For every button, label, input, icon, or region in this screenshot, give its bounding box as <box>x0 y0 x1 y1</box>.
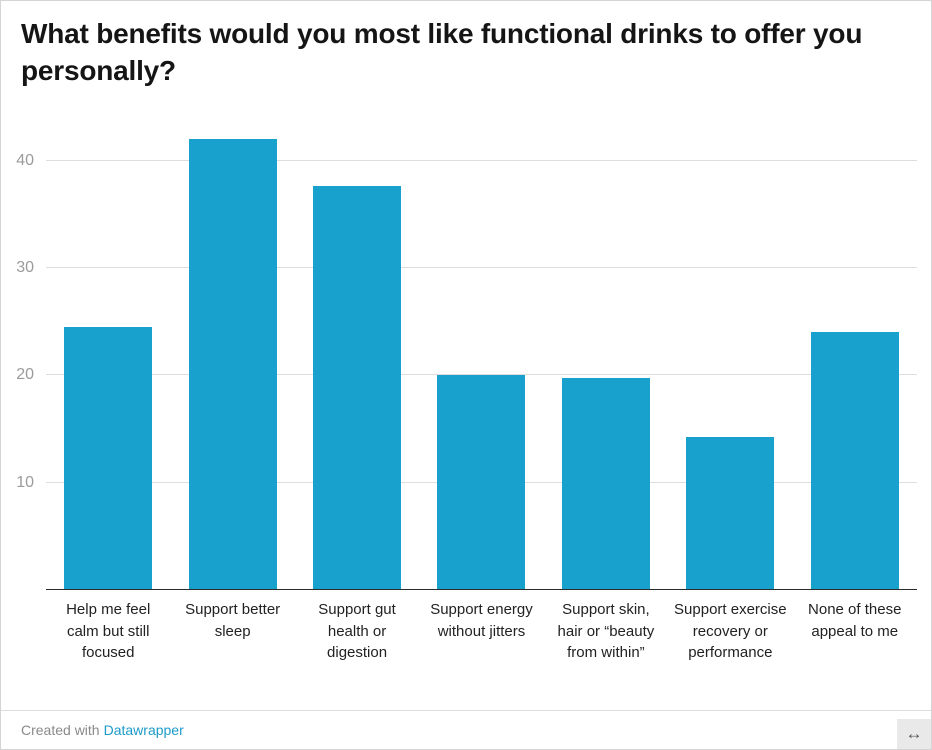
created-with-text: Created with <box>21 722 100 738</box>
bar-column <box>544 118 668 589</box>
bar-column <box>668 118 792 589</box>
bar[interactable] <box>188 139 277 589</box>
x-axis-label: Support exercise recovery or performance <box>674 600 787 662</box>
x-axis-labels: Help me feel calm but still focused Suppo… <box>46 599 917 664</box>
bars-layer <box>46 118 917 590</box>
chart-title: What benefits would you most like functi… <box>21 18 863 86</box>
resize-arrows-icon: ↔ <box>905 724 923 743</box>
bar[interactable] <box>561 378 650 589</box>
x-axis-label: Support energy without jitters <box>430 600 533 640</box>
gridline <box>46 159 917 161</box>
y-tick-label: 30 <box>16 259 34 277</box>
bar-column <box>793 118 917 589</box>
x-axis-label: Support skin, hair or “beauty from withi… <box>557 600 655 662</box>
plot-area: 10 20 30 40 <box>16 118 917 590</box>
bar-column <box>170 118 294 589</box>
bar-column <box>419 118 543 589</box>
y-tick-label: 40 <box>16 151 34 169</box>
bar[interactable] <box>313 186 402 589</box>
bar[interactable] <box>64 326 153 589</box>
bar[interactable] <box>437 374 526 589</box>
footer: Created with Datawrapper <box>1 710 931 749</box>
x-axis-label: None of these appeal to me <box>808 600 902 640</box>
bar[interactable] <box>686 436 775 589</box>
resize-button[interactable]: ↔ <box>897 719 931 749</box>
bar-column <box>295 118 419 589</box>
bar-column <box>46 118 170 589</box>
x-axis-label: Help me feel calm but still focused <box>66 600 151 662</box>
gridline <box>46 267 917 269</box>
y-tick-label: 10 <box>16 473 34 491</box>
datawrapper-link[interactable]: Datawrapper <box>103 722 184 738</box>
bar[interactable] <box>810 332 899 589</box>
x-axis-label: Support gut health or digestion <box>318 600 396 662</box>
y-tick-label: 20 <box>16 366 34 384</box>
x-axis-label: Support better sleep <box>185 600 281 640</box>
